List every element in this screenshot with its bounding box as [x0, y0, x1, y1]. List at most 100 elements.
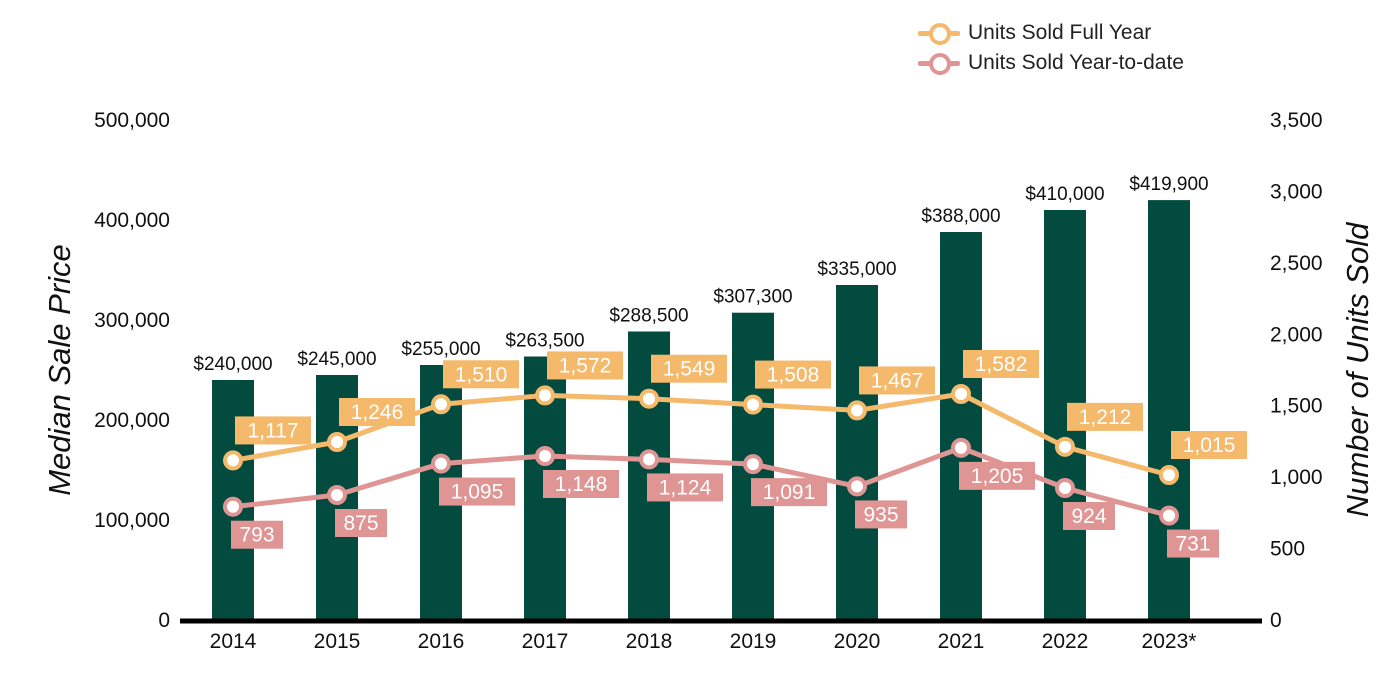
- data-label-box-ytd: [231, 520, 283, 549]
- data-label-box-full-year: [1171, 431, 1247, 459]
- bar-value-label: $419,900: [1129, 174, 1208, 195]
- right-axis-tick-label: 3,000: [1270, 180, 1323, 203]
- legend-label-full-year: Units Sold Full Year: [968, 21, 1152, 44]
- x-axis-tick-label: 2018: [626, 630, 673, 653]
- data-point-ytd: [639, 449, 659, 470]
- x-axis-tick-label: 2014: [210, 630, 257, 653]
- data-label-full-year: 1,508: [767, 364, 820, 387]
- bar-value-label: $410,000: [1025, 184, 1104, 205]
- data-point-ytd: [327, 485, 347, 505]
- data-label-ytd: 935: [863, 503, 898, 526]
- data-label-ytd: 1,095: [451, 481, 504, 504]
- left-axis-tick-label: 100,000: [94, 509, 170, 532]
- data-label-box-full-year: [651, 354, 727, 383]
- data-label-box-full-year: [1067, 402, 1143, 431]
- data-label-ytd: 1,091: [763, 481, 816, 504]
- x-axis-tick-label: 2016: [418, 630, 465, 653]
- data-label-box-full-year: [963, 350, 1039, 378]
- data-point-full-year: [951, 384, 971, 404]
- bar: [836, 285, 878, 620]
- data-point-full-year: [535, 385, 555, 406]
- data-label-full-year: 1,117: [248, 419, 299, 442]
- data-point-full-year: [847, 400, 867, 421]
- data-point-ytd: [1055, 478, 1075, 498]
- data-label-full-year: 1,015: [1183, 434, 1236, 457]
- x-axis-tick-label: 2017: [522, 630, 569, 653]
- legend-dot-ytd: [929, 53, 951, 75]
- legend-label-ytd: Units Sold Year-to-date: [968, 51, 1184, 74]
- right-axis-tick-label: 0: [1270, 609, 1282, 632]
- data-label-full-year: 1,246: [351, 401, 404, 424]
- data-label-box-full-year: [235, 416, 311, 445]
- data-label-box-full-year: [547, 351, 623, 380]
- data-label-box-full-year: [859, 366, 935, 395]
- data-point-full-year: [431, 394, 451, 415]
- data-label-ytd: 1,124: [659, 476, 712, 499]
- bar-value-label: $388,000: [921, 206, 1000, 227]
- data-label-ytd: 793: [239, 524, 274, 547]
- right-axis-tick-label: 1,500: [1270, 395, 1323, 418]
- x-axis-tick-label: 2019: [730, 630, 777, 653]
- left-axis-tick-label: 0: [158, 609, 170, 632]
- data-label-box-ytd: [1063, 502, 1115, 530]
- data-point-ytd: [847, 476, 867, 497]
- data-label-full-year: 1,467: [871, 369, 924, 392]
- data-point-ytd: [431, 453, 451, 474]
- x-axis-tick-label: 2022: [1042, 630, 1089, 653]
- data-label-box-ytd: [439, 477, 515, 506]
- legend-item-ytd: Units Sold Year-to-date: [918, 48, 1184, 78]
- chart-legend: Units Sold Full Year Units Sold Year-to-…: [918, 18, 1184, 78]
- data-point-full-year: [1159, 465, 1179, 485]
- right-axis-tick-label: 500: [1270, 538, 1305, 561]
- data-label-box-ytd: [543, 470, 619, 498]
- bar-value-label: $240,000: [193, 354, 272, 375]
- data-point-full-year: [327, 432, 347, 452]
- data-label-full-year: 1,582: [975, 353, 1028, 376]
- data-label-ytd: 924: [1071, 505, 1106, 528]
- bar-value-label: $245,000: [297, 349, 376, 370]
- bar-value-label: $288,500: [609, 306, 688, 327]
- data-label-box-ytd: [1167, 529, 1219, 558]
- left-axis-tick-label: 500,000: [94, 109, 170, 132]
- data-label-full-year: 1,572: [559, 354, 612, 377]
- right-axis-tick-label: 2,500: [1270, 252, 1323, 275]
- bar: [940, 232, 982, 620]
- data-label-full-year: 1,510: [455, 363, 508, 386]
- data-label-box-ytd: [751, 478, 827, 507]
- data-point-ytd: [743, 454, 763, 475]
- data-point-ytd: [535, 446, 555, 466]
- x-axis-tick-label: 2020: [834, 630, 881, 653]
- legend-item-full-year: Units Sold Full Year: [918, 18, 1184, 48]
- data-point-ytd: [951, 437, 971, 458]
- data-label-box-ytd: [335, 509, 387, 537]
- data-point-full-year: [639, 388, 659, 409]
- data-label-box-ytd: [647, 473, 723, 502]
- data-label-box-full-year: [755, 360, 831, 389]
- bar-value-label: $263,500: [505, 331, 584, 352]
- bar-value-label: $255,000: [401, 339, 480, 360]
- right-axis-tick-label: 2,000: [1270, 323, 1323, 346]
- right-axis-title: Number of Units Sold: [1340, 221, 1375, 517]
- legend-swatch-ytd: [918, 48, 960, 78]
- x-axis-tick-label: 2021: [938, 630, 985, 653]
- data-point-ytd: [1159, 505, 1179, 526]
- data-label-full-year: 1,549: [663, 358, 716, 381]
- data-point-full-year: [223, 450, 243, 471]
- legend-dot-full-year: [929, 23, 951, 45]
- data-label-ytd: 875: [343, 512, 378, 535]
- data-label-ytd: 731: [1175, 533, 1210, 556]
- data-label-full-year: 1,212: [1079, 406, 1132, 429]
- data-label-box-ytd: [959, 461, 1035, 490]
- legend-swatch-full-year: [918, 18, 960, 48]
- x-axis-tick-label: 2015: [314, 630, 361, 653]
- data-label-ytd: 1,148: [555, 473, 608, 496]
- data-point-full-year: [743, 394, 763, 415]
- right-axis-tick-label: 3,500: [1270, 109, 1323, 132]
- left-axis-title: Median Sale Price: [42, 244, 77, 496]
- right-axis-tick-label: 1,000: [1270, 466, 1323, 489]
- bar-value-label: $307,300: [713, 287, 792, 308]
- x-axis-tick-label: 2023*: [1142, 630, 1197, 653]
- data-label-box-full-year: [339, 398, 415, 426]
- data-label-box-full-year: [443, 360, 519, 389]
